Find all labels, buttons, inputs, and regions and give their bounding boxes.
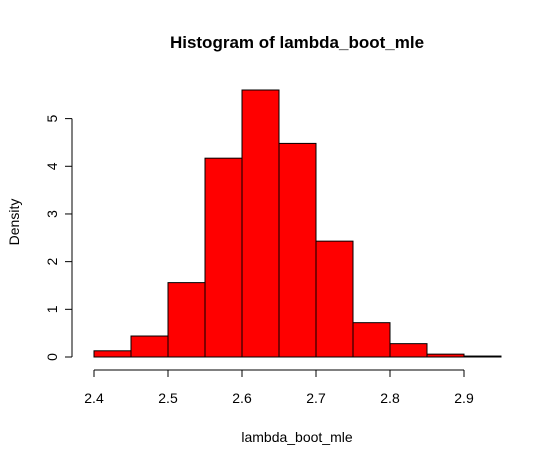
histogram-bars: [93, 89, 502, 358]
histogram-bar-4: [204, 157, 243, 358]
histogram-bar-5: [241, 89, 280, 358]
y-axis-label: Density: [6, 199, 22, 246]
y-axis: 0 1 2 3 4 5: [44, 115, 73, 361]
x-tick-label: 2.8: [380, 390, 400, 406]
histogram-bar-8: [352, 322, 391, 358]
y-tick-label: 3: [44, 210, 60, 218]
histogram-bar-7: [315, 240, 354, 358]
y-tick-label: 5: [44, 115, 60, 123]
histogram-bar-6: [278, 142, 317, 358]
x-tick-label: 2.6: [232, 390, 252, 406]
x-tick-label: 2.5: [158, 390, 178, 406]
y-tick-label: 1: [44, 305, 60, 313]
y-tick-label: 0: [44, 353, 60, 361]
chart-title: Histogram of lambda_boot_mle: [170, 33, 424, 52]
histogram-bar-9: [389, 343, 428, 358]
histogram-bar-3: [167, 282, 206, 358]
histogram-bar-1: [93, 350, 132, 358]
histogram-bar-10: [426, 353, 465, 358]
x-tick-label: 2.4: [84, 390, 104, 406]
y-tick-label: 2: [44, 258, 60, 266]
x-axis-label: lambda_boot_mle: [241, 429, 353, 445]
y-tick-label: 4: [44, 162, 60, 170]
histogram-bar-2: [130, 335, 169, 358]
x-tick-label: 2.7: [306, 390, 326, 406]
x-tick-label: 2.9: [454, 390, 474, 406]
x-axis: 2.4 2.5 2.6 2.7 2.8 2.9: [84, 369, 474, 406]
histogram-bar-11: [463, 355, 502, 358]
